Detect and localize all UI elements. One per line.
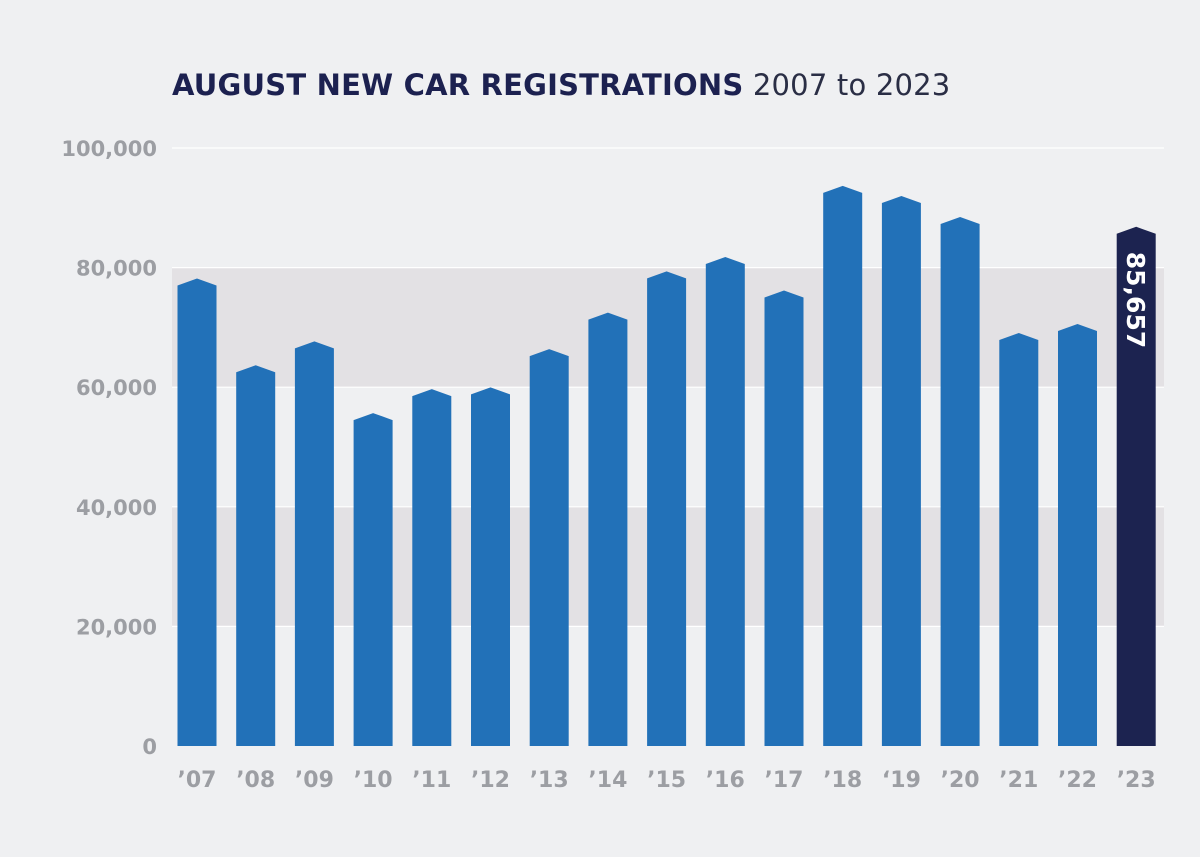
x-tick-label: ’23 — [1117, 768, 1156, 793]
chart-subtitle: 2007 to 2023 — [752, 68, 951, 102]
bar — [294, 341, 334, 746]
bar — [1058, 323, 1097, 746]
x-tick-label: ’15 — [647, 768, 686, 793]
x-tick-label: ’11 — [412, 768, 451, 793]
bar — [999, 332, 1039, 746]
bar — [647, 271, 687, 746]
bar — [471, 387, 510, 746]
bar — [236, 365, 276, 746]
y-tick-label: 0 — [142, 735, 157, 759]
bar — [588, 312, 628, 746]
x-tick-label: ’14 — [588, 768, 627, 793]
bar — [412, 389, 452, 746]
y-tick-label: 20,000 — [76, 615, 157, 639]
x-tick-label: ’20 — [941, 768, 980, 793]
x-tick-label: ’17 — [765, 768, 804, 793]
bar-highlight — [1116, 226, 1156, 747]
x-tick-label: ’08 — [236, 768, 275, 793]
chart-title-main: AUGUST NEW CAR REGISTRATIONS — [172, 68, 744, 102]
x-tick-label: ’22 — [1058, 768, 1097, 793]
x-tick-label: ’13 — [530, 768, 569, 793]
bar — [881, 196, 921, 747]
x-tick-label: ’12 — [471, 768, 510, 793]
y-tick-label: 60,000 — [76, 376, 157, 400]
y-tick-label: 80,000 — [76, 257, 157, 281]
chart-title: AUGUST NEW CAR REGISTRATIONS 2007 to 202… — [172, 68, 950, 102]
bar — [705, 257, 745, 746]
bar-value-label: 85,657 — [1121, 252, 1150, 348]
x-tick-label: ‘19 — [882, 768, 921, 793]
bar — [940, 216, 980, 747]
x-tick-label: ’18 — [823, 768, 862, 793]
x-tick-label: ’09 — [295, 768, 334, 793]
bar — [177, 278, 217, 746]
bar — [353, 413, 393, 746]
x-tick-label: ’10 — [354, 768, 393, 793]
x-tick-label: ’16 — [706, 768, 745, 793]
bar — [529, 349, 569, 746]
bar — [823, 185, 863, 747]
y-tick-label: 40,000 — [76, 496, 157, 520]
x-tick-label: ’21 — [999, 768, 1038, 793]
bar — [764, 290, 804, 746]
x-tick-label: ’07 — [178, 768, 217, 793]
y-tick-label: 100,000 — [61, 137, 157, 161]
